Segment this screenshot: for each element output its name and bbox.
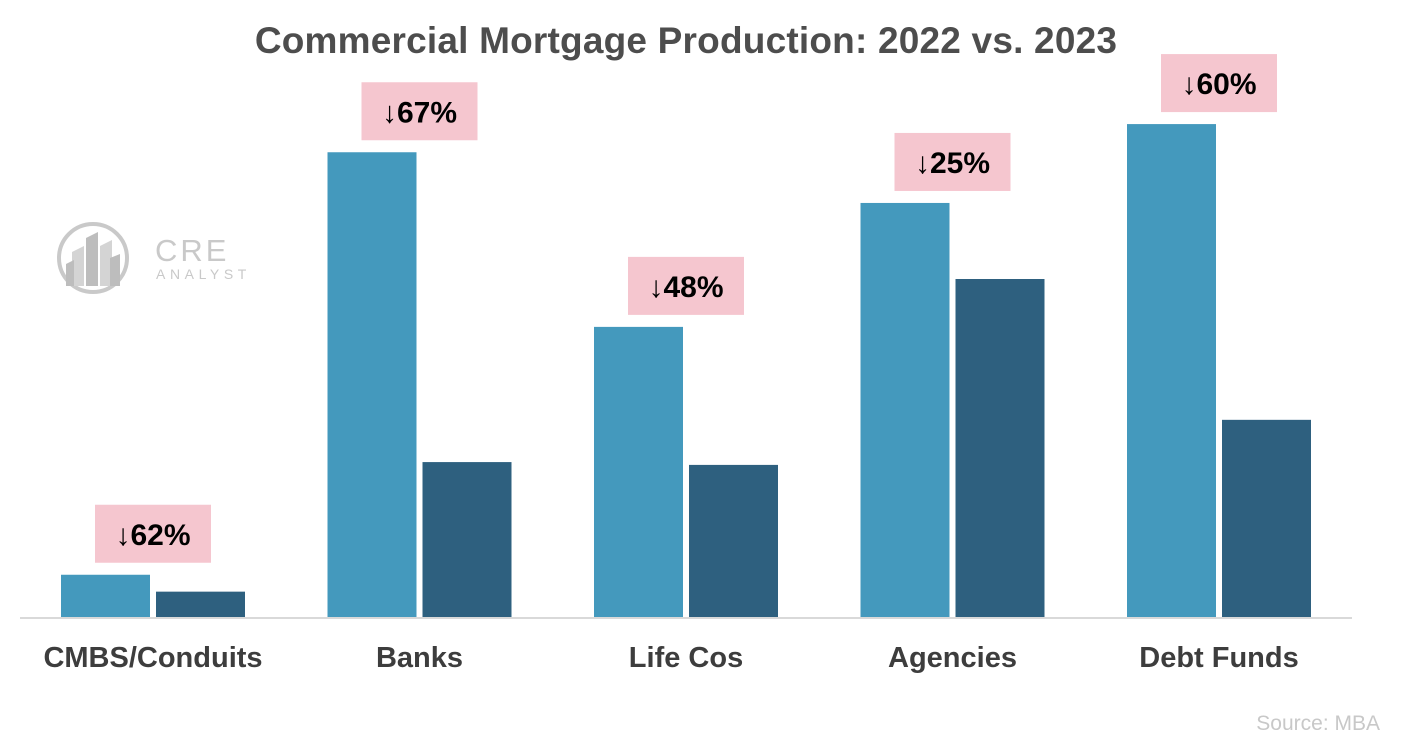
change-badge-banks: ↓67%	[361, 82, 478, 141]
change-badge-agencies: ↓25%	[894, 132, 1011, 191]
change-label-agencies: ↓25%	[915, 147, 990, 180]
change-badge-bg-debt-funds	[1161, 54, 1277, 113]
bar-debt-funds-series-2	[1222, 419, 1311, 617]
bar-debt-funds-series-1	[1127, 124, 1216, 617]
change-badge-bg-life-cos	[628, 256, 744, 315]
bar-life-cos-series-2	[689, 464, 778, 617]
source-note: Source: MBA	[1256, 712, 1380, 735]
cre-analyst-logo: CRE ANALYST	[57, 222, 251, 294]
change-badge-cmbs-conduits: ↓62%	[95, 504, 211, 563]
change-label-debt-funds: ↓60%	[1181, 68, 1256, 101]
labels-layer: ↓62% CMBS/Conduits ↓67% Banks ↓48% Life Cos ↓2…	[43, 54, 1299, 674]
change-badge-life-cos: ↓48%	[628, 256, 744, 315]
bar-banks-series-2	[422, 462, 512, 617]
change-badge-bg-banks	[361, 82, 478, 141]
cre-analyst-logo-icon	[57, 222, 129, 294]
bar-banks-series-1	[327, 152, 417, 617]
change-badge-debt-funds: ↓60%	[1161, 54, 1277, 113]
chart-title: Commercial Mortgage Production: 2022 vs.…	[254, 20, 1118, 61]
category-label-debt-funds: Debt Funds	[1139, 642, 1299, 674]
logo-text-analyst: ANALYST	[156, 266, 251, 282]
bar-cmbs-conduits-series-2	[156, 591, 245, 617]
change-badge-bg-agencies	[894, 132, 1011, 191]
bar-life-cos-series-1	[594, 326, 683, 617]
change-label-banks: ↓67%	[382, 96, 457, 129]
bars-layer	[61, 124, 1311, 617]
bar-agencies-series-2	[955, 279, 1045, 617]
bar-cmbs-conduits-series-1	[61, 574, 150, 617]
logo-text-cre: CRE	[155, 233, 229, 268]
change-label-cmbs-conduits: ↓62%	[115, 519, 190, 552]
category-label-cmbs-conduits: CMBS/Conduits	[43, 642, 262, 674]
category-label-life-cos: Life Cos	[629, 642, 743, 674]
change-label-life-cos: ↓48%	[648, 271, 723, 304]
category-label-agencies: Agencies	[888, 642, 1017, 674]
change-badge-bg-cmbs-conduits	[95, 504, 211, 563]
category-label-banks: Banks	[376, 642, 463, 674]
bar-agencies-series-1	[860, 202, 950, 617]
